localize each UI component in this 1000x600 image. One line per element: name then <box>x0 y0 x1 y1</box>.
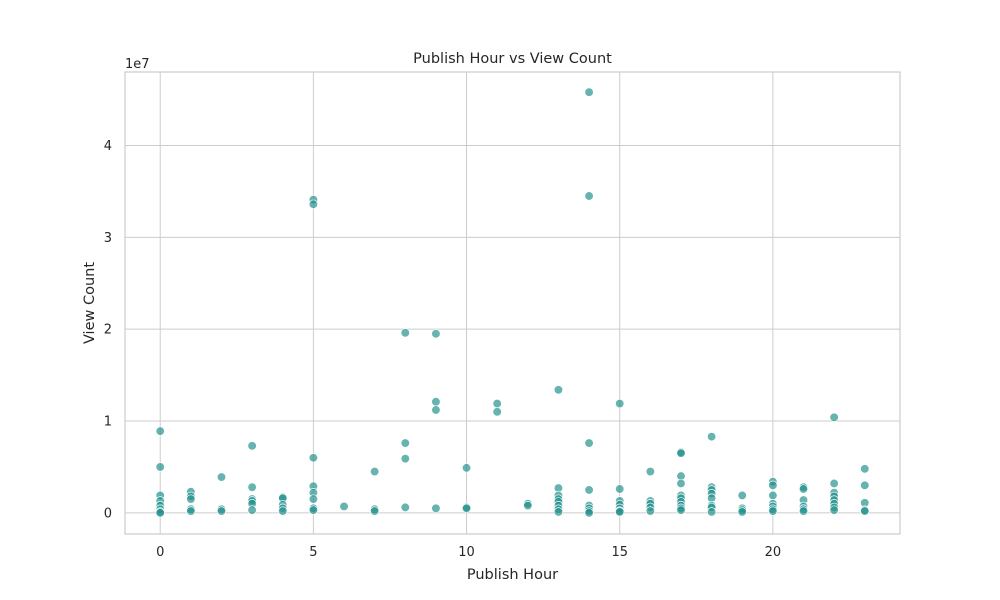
data-point <box>216 506 227 516</box>
data-point <box>370 466 380 477</box>
data-point <box>829 478 839 489</box>
data-point <box>247 441 257 451</box>
data-point <box>737 490 747 501</box>
data-point <box>155 462 165 472</box>
data-point <box>247 505 257 515</box>
data-point <box>308 505 319 515</box>
data-point <box>584 508 594 518</box>
data-point <box>645 466 655 477</box>
data-point <box>553 507 564 517</box>
y-axis-offset-label: 1e7 <box>125 57 150 72</box>
data-point <box>308 494 319 504</box>
data-point <box>370 506 380 516</box>
x-tick-label: 20 <box>765 545 782 560</box>
data-point <box>400 438 410 448</box>
data-point <box>155 508 165 518</box>
data-point <box>584 87 594 97</box>
y-tick-label: 4 <box>104 139 112 154</box>
data-point <box>584 191 594 201</box>
data-point <box>461 463 472 473</box>
data-point <box>400 454 410 464</box>
data-point <box>706 507 717 517</box>
data-point <box>860 464 870 474</box>
data-point <box>584 485 594 495</box>
data-point <box>308 453 319 463</box>
data-point <box>645 506 655 516</box>
x-axis-label: Publish Hour <box>467 567 558 583</box>
data-point <box>768 490 778 501</box>
data-point <box>431 397 441 407</box>
data-point <box>676 478 686 489</box>
y-tick-label: 3 <box>104 231 112 246</box>
point-layer <box>155 87 870 518</box>
plot-frame <box>124 71 901 535</box>
data-point <box>676 448 686 458</box>
data-point <box>339 501 349 512</box>
data-point <box>400 328 410 338</box>
data-point <box>492 407 502 417</box>
data-point <box>431 503 441 513</box>
data-point <box>860 480 870 490</box>
x-tick-label: 5 <box>309 545 317 560</box>
tick-layer: 0 5 10 15 20 0 1 2 3 4 <box>104 139 781 560</box>
data-point <box>247 482 257 492</box>
chart-title: Publish Hour vs View Count <box>413 51 612 67</box>
data-point <box>737 507 747 517</box>
data-point <box>308 199 319 209</box>
data-point <box>615 398 625 409</box>
y-tick-label: 1 <box>104 415 112 430</box>
data-point <box>461 503 472 513</box>
y-tick-label: 2 <box>104 323 112 338</box>
data-point <box>216 472 227 482</box>
x-tick-label: 10 <box>458 545 475 560</box>
data-point <box>186 494 196 504</box>
data-point <box>278 506 288 516</box>
data-point <box>186 506 196 516</box>
data-point <box>798 506 809 516</box>
data-point <box>829 412 839 423</box>
data-point <box>431 405 441 415</box>
data-point <box>155 426 165 436</box>
data-point <box>798 484 809 494</box>
data-point <box>615 484 625 494</box>
data-point <box>553 385 564 395</box>
data-point <box>523 500 533 511</box>
data-point <box>706 431 717 442</box>
data-point <box>676 505 686 515</box>
data-point <box>768 506 778 516</box>
data-point <box>768 480 778 490</box>
y-axis-label: View Count <box>82 262 98 344</box>
data-point <box>492 398 502 409</box>
x-tick-label: 0 <box>156 545 164 560</box>
data-point <box>829 505 839 515</box>
y-tick-label: 0 <box>104 506 112 521</box>
data-point <box>431 329 441 339</box>
data-point <box>860 506 870 516</box>
data-point <box>615 507 625 517</box>
data-point <box>400 502 410 513</box>
x-tick-label: 15 <box>611 545 628 560</box>
data-point <box>584 438 594 448</box>
